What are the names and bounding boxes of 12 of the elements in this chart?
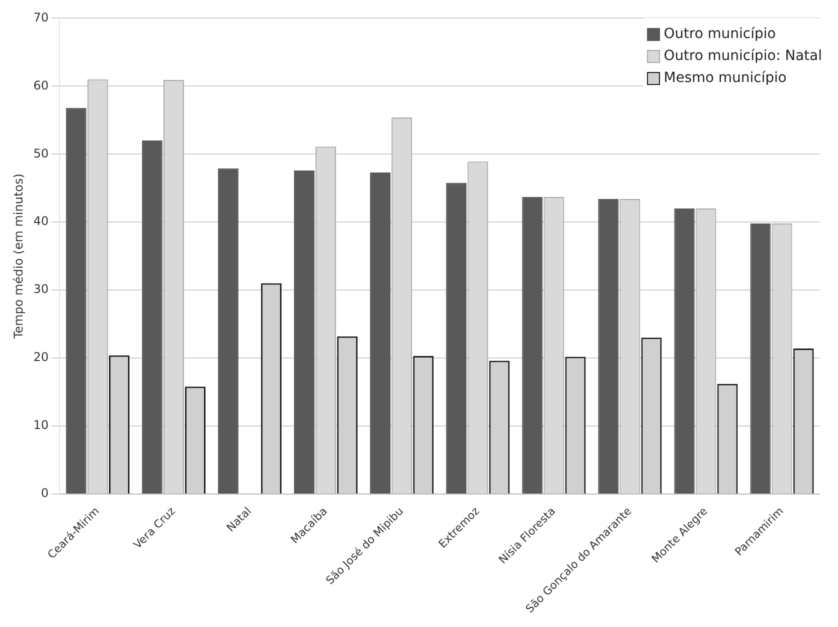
legend-label: Outro município: Natal [664, 48, 822, 64]
y-tick-label: 60 [33, 78, 49, 92]
y-tick-label: 30 [33, 282, 49, 296]
y-tick-label: 50 [33, 146, 49, 160]
y-tick-label: 40 [33, 214, 49, 228]
y-tick-label: 0 [41, 486, 49, 500]
y-axis-title: Tempo médio (em minutos) [11, 174, 26, 340]
y-tick-label: 20 [33, 350, 49, 364]
y-tick-label: 10 [33, 418, 49, 432]
legend-label: Outro município [664, 26, 776, 42]
y-tick-label: 70 [33, 10, 49, 24]
legend-label: Mesmo município [664, 70, 787, 86]
